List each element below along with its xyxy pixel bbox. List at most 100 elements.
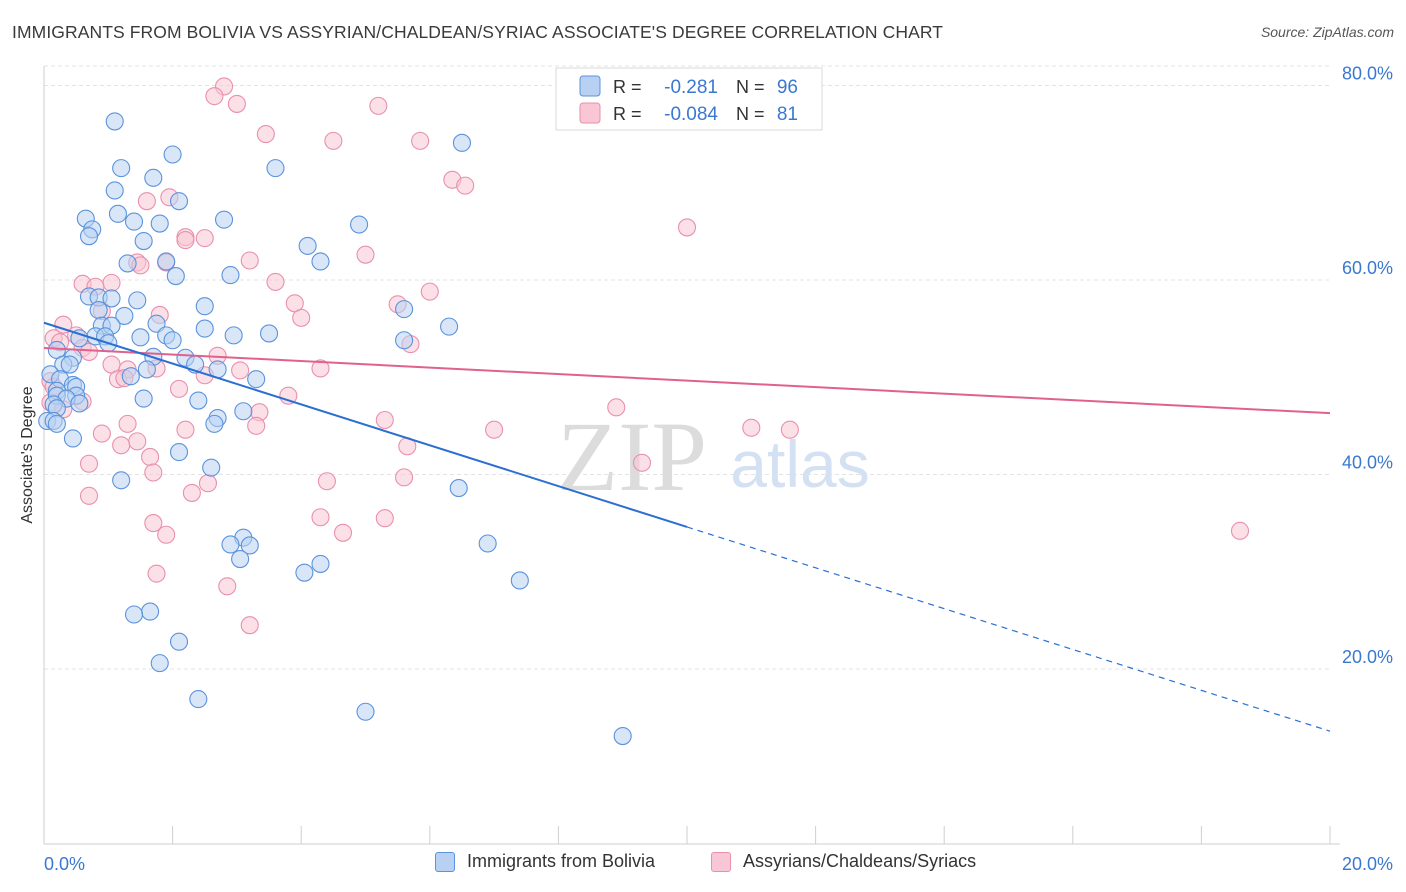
point-bolivia: [311, 554, 330, 573]
legend-swatch-pink: [579, 102, 601, 124]
watermark-zip: ZIP: [557, 401, 707, 512]
point-bolivia: [112, 159, 131, 178]
point-bolivia: [240, 536, 259, 555]
point-assyrians: [395, 468, 414, 487]
point-bolivia: [112, 471, 131, 490]
legend-label-assyrians: Assyrians/Chaldeans/Syriacs: [743, 851, 977, 871]
legend-swatch-blue: [579, 75, 601, 97]
point-bolivia: [202, 458, 221, 477]
point-bolivia: [144, 168, 163, 187]
point-bolivia: [147, 314, 166, 333]
point-bolivia: [115, 306, 134, 325]
legend-n-label-pink: N =: [736, 104, 765, 124]
y-tick-label-60: 60.0%: [1342, 258, 1393, 278]
point-assyrians: [102, 273, 121, 292]
grid-lines: [44, 65, 1330, 670]
point-bolivia: [169, 192, 189, 211]
point-assyrians: [144, 514, 163, 533]
trend-line-assyrians: [43, 347, 1331, 415]
point-bolivia: [478, 534, 497, 553]
point-bolivia: [298, 236, 317, 255]
point-bolivia: [247, 370, 266, 389]
axes: [43, 66, 1340, 845]
point-bolivia: [63, 429, 82, 448]
point-assyrians: [456, 176, 475, 195]
point-bolivia: [356, 702, 375, 721]
trend-line-bolivia: [43, 321, 688, 528]
legend-top: R = -0.281 N = 96 R = -0.084 N = 81: [555, 67, 823, 131]
point-assyrians: [176, 231, 195, 250]
legend-bottom: Immigrants from Bolivia Assyrians/Chalde…: [0, 851, 1406, 879]
point-assyrians: [311, 359, 330, 378]
point-bolivia: [150, 654, 169, 673]
point-bolivia: [163, 145, 182, 164]
point-assyrians: [144, 463, 163, 482]
point-bolivia: [105, 112, 124, 131]
point-bolivia: [105, 181, 124, 200]
y-tick-label-40: 40.0%: [1342, 452, 1393, 472]
point-assyrians: [169, 379, 189, 398]
point-bolivia: [350, 215, 369, 234]
point-bolivia: [166, 267, 185, 286]
point-assyrians: [227, 94, 246, 113]
point-assyrians: [240, 251, 259, 270]
point-assyrians: [218, 577, 237, 596]
point-assyrians: [369, 96, 388, 115]
point-bolivia: [128, 291, 147, 310]
point-assyrians: [375, 509, 394, 528]
point-assyrians: [137, 192, 156, 211]
trend-lines: [43, 321, 1331, 732]
point-assyrians: [677, 218, 697, 237]
point-bolivia: [70, 394, 89, 413]
point-assyrians: [79, 342, 99, 361]
point-assyrians: [256, 125, 275, 144]
point-bolivia: [449, 479, 468, 498]
y-tick-label-20: 20.0%: [1342, 647, 1393, 667]
point-bolivia: [234, 402, 253, 421]
point-bolivia: [169, 632, 189, 651]
point-bolivia: [118, 254, 137, 273]
legend-swatch-bolivia: [435, 851, 455, 872]
point-bolivia: [89, 301, 108, 320]
point-assyrians: [292, 308, 311, 327]
watermark-atlas: atlas: [730, 427, 869, 501]
point-bolivia: [189, 391, 208, 410]
series-assyrians-points: [41, 77, 1250, 635]
x-tick-label-min: 0.0%: [44, 854, 85, 874]
watermark: ZIP atlas: [557, 401, 870, 512]
chart-title: IMMIGRANTS FROM BOLIVIA VS ASSYRIAN/CHAL…: [12, 22, 944, 42]
point-assyrians: [79, 454, 99, 473]
point-assyrians: [195, 229, 214, 248]
point-bolivia: [141, 602, 160, 621]
point-bolivia: [395, 331, 414, 350]
point-bolivia: [231, 550, 250, 569]
point-bolivia: [266, 159, 285, 178]
point-bolivia: [214, 210, 234, 229]
legend-r-label-blue: R =: [613, 77, 642, 97]
point-bolivia: [121, 367, 140, 386]
point-bolivia: [452, 133, 472, 152]
point-bolivia: [79, 227, 99, 246]
point-assyrians: [420, 282, 439, 301]
legend-n-value-pink: 81: [777, 104, 798, 125]
point-bolivia: [224, 326, 243, 345]
point-assyrians: [128, 432, 147, 451]
point-bolivia: [134, 389, 153, 408]
point-bolivia: [195, 319, 214, 338]
point-bolivia: [47, 414, 66, 433]
point-assyrians: [141, 447, 160, 466]
point-assyrians: [780, 420, 799, 439]
point-assyrians: [1230, 521, 1250, 540]
point-bolivia: [124, 605, 144, 624]
point-assyrians: [157, 525, 176, 544]
point-assyrians: [205, 87, 224, 106]
point-bolivia: [295, 563, 314, 582]
point-assyrians: [54, 315, 73, 334]
point-assyrians: [112, 436, 131, 455]
point-assyrians: [607, 398, 626, 417]
point-assyrians: [79, 486, 99, 505]
series-bolivia-points: [38, 112, 632, 746]
point-assyrians: [333, 523, 353, 542]
y-tick-label-80: 80.0%: [1342, 63, 1393, 83]
